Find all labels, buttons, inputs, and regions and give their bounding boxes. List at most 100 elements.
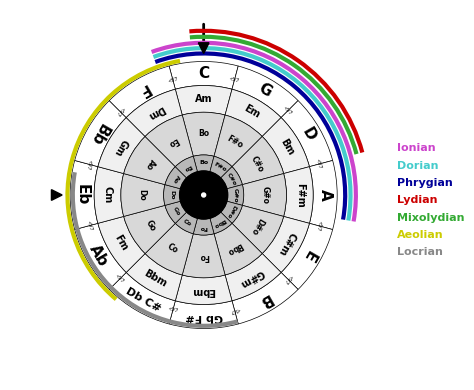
Wedge shape xyxy=(193,218,214,235)
Text: Eo: Eo xyxy=(182,163,192,172)
Text: Bo: Bo xyxy=(198,129,209,138)
Text: F#o: F#o xyxy=(225,134,244,150)
Polygon shape xyxy=(198,43,209,53)
Text: Go: Go xyxy=(172,206,181,216)
Wedge shape xyxy=(169,62,238,89)
Wedge shape xyxy=(109,273,175,324)
Text: Fo: Fo xyxy=(200,225,208,230)
Text: Co: Co xyxy=(166,241,180,255)
Wedge shape xyxy=(227,184,244,206)
Text: A: A xyxy=(318,189,333,201)
Circle shape xyxy=(180,171,228,219)
Text: Ao: Ao xyxy=(144,157,157,172)
Wedge shape xyxy=(124,206,175,254)
Text: C#m: C#m xyxy=(276,230,298,257)
Text: Eo: Eo xyxy=(166,135,180,148)
Text: <V7: <V7 xyxy=(167,76,179,84)
Text: Locrian: Locrian xyxy=(397,247,443,257)
Text: Bbo: Bbo xyxy=(225,240,244,256)
Text: C#o: C#o xyxy=(226,172,237,186)
Text: Go: Go xyxy=(144,218,157,233)
Text: Dm: Dm xyxy=(146,103,166,121)
Wedge shape xyxy=(214,223,262,275)
Text: <V7: <V7 xyxy=(85,158,92,170)
Text: G#o: G#o xyxy=(233,188,238,202)
Wedge shape xyxy=(210,156,232,178)
Text: <V7: <V7 xyxy=(228,76,240,84)
Text: G: G xyxy=(255,80,273,99)
Text: <V7: <V7 xyxy=(85,220,92,232)
Text: <V7: <V7 xyxy=(282,273,293,285)
Text: Db C#: Db C# xyxy=(124,286,162,314)
Text: Lydian: Lydian xyxy=(397,195,438,206)
Text: G#m: G#m xyxy=(238,268,265,289)
Text: D#o: D#o xyxy=(248,216,265,236)
Text: Do: Do xyxy=(138,189,147,201)
Text: F#m: F#m xyxy=(295,183,305,207)
Text: <V7: <V7 xyxy=(167,306,179,314)
Text: <V7: <V7 xyxy=(315,158,322,170)
Wedge shape xyxy=(70,160,98,230)
Wedge shape xyxy=(283,167,313,223)
Wedge shape xyxy=(164,184,181,206)
Text: Eb: Eb xyxy=(75,184,90,206)
Text: Fo: Fo xyxy=(199,252,209,261)
Text: Ao: Ao xyxy=(172,174,180,184)
Wedge shape xyxy=(98,216,145,273)
Text: Fm: Fm xyxy=(112,233,129,253)
Text: Co: Co xyxy=(182,218,192,227)
Text: Do: Do xyxy=(169,190,174,200)
Text: <V7: <V7 xyxy=(315,220,322,232)
Wedge shape xyxy=(225,254,281,301)
Text: Bb: Bb xyxy=(86,121,110,148)
Wedge shape xyxy=(175,212,198,234)
Text: Bbo: Bbo xyxy=(213,217,227,228)
Wedge shape xyxy=(242,174,286,216)
Text: F#o: F#o xyxy=(212,161,227,173)
Text: B: B xyxy=(255,291,273,310)
Wedge shape xyxy=(124,136,175,184)
Text: F: F xyxy=(135,81,151,99)
Text: Aeolian: Aeolian xyxy=(397,230,444,240)
Wedge shape xyxy=(221,167,242,189)
Text: E: E xyxy=(300,248,318,264)
Circle shape xyxy=(201,193,206,197)
Wedge shape xyxy=(75,223,126,289)
Wedge shape xyxy=(126,89,182,136)
Text: G#o: G#o xyxy=(261,186,270,204)
Wedge shape xyxy=(310,160,337,230)
Text: <V7: <V7 xyxy=(114,273,125,285)
Text: Bo: Bo xyxy=(199,160,208,165)
Wedge shape xyxy=(175,85,232,115)
Wedge shape xyxy=(94,167,124,223)
Wedge shape xyxy=(281,101,333,167)
Wedge shape xyxy=(225,89,281,136)
Wedge shape xyxy=(262,216,310,273)
Wedge shape xyxy=(210,212,232,234)
Text: Ab: Ab xyxy=(86,242,110,269)
Wedge shape xyxy=(145,223,193,275)
Wedge shape xyxy=(262,117,310,174)
Wedge shape xyxy=(182,234,225,278)
Text: C: C xyxy=(198,66,209,81)
Text: Dorian: Dorian xyxy=(397,161,439,170)
Wedge shape xyxy=(221,201,242,223)
Text: Mixolydian: Mixolydian xyxy=(397,213,465,223)
Text: <V7: <V7 xyxy=(114,105,125,117)
Text: Gm: Gm xyxy=(111,136,129,157)
Wedge shape xyxy=(165,201,187,223)
Text: C#o: C#o xyxy=(249,154,265,174)
Wedge shape xyxy=(175,275,232,305)
Wedge shape xyxy=(98,117,145,174)
Text: <V7: <V7 xyxy=(282,105,293,117)
Wedge shape xyxy=(232,66,298,117)
Text: D#o: D#o xyxy=(226,204,237,219)
Wedge shape xyxy=(109,66,175,117)
Wedge shape xyxy=(232,136,283,184)
Wedge shape xyxy=(232,206,283,254)
Polygon shape xyxy=(52,190,62,200)
Text: Cm: Cm xyxy=(102,186,112,204)
Text: Ionian: Ionian xyxy=(397,143,436,153)
Text: D: D xyxy=(299,125,319,144)
Text: Bm: Bm xyxy=(278,137,296,157)
